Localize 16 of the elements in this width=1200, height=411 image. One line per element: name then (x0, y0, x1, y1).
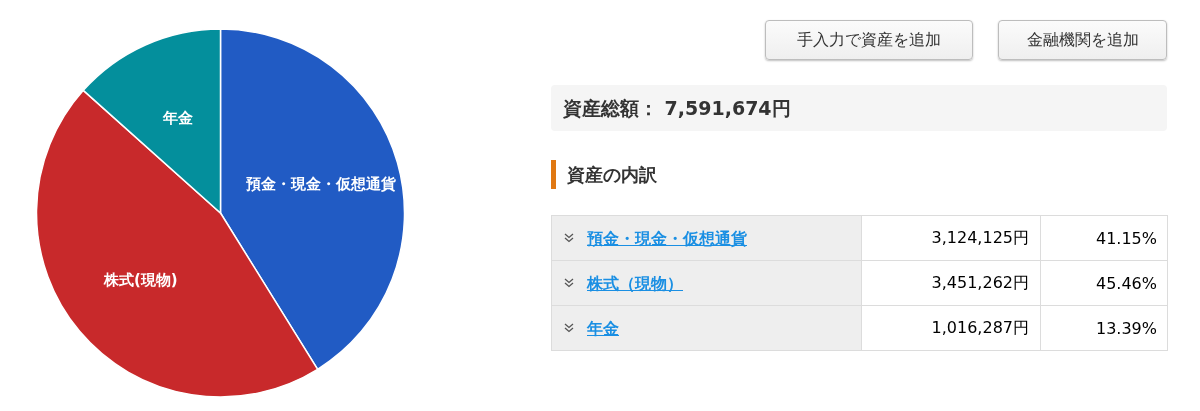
slice-label: 預金・現金・仮想通貨 (244, 175, 396, 194)
text: 3,124,125円 (861, 215, 1041, 261)
text: 預金・現金・仮想通貨 (587, 228, 747, 250)
text: 資産の内訳 (567, 163, 657, 187)
add-institution-button: 金融機関を追加 (998, 20, 1167, 60)
text: 年金 (587, 318, 619, 340)
text: 1,016,287円 (861, 305, 1041, 351)
text: 株式（現物） (587, 273, 683, 295)
text: 41.15% (1040, 215, 1168, 261)
text: 13.39% (1040, 305, 1168, 351)
slice-label: 株式(現物) (103, 270, 178, 289)
slice-label: 年金 (162, 109, 194, 128)
total-panel: 資産総額： 7,591,674円 (551, 85, 1167, 131)
manual-entry-button: 手入力で資産を追加 (765, 20, 973, 60)
text: 3,451,262円 (861, 260, 1041, 306)
text: 45.46% (1040, 260, 1168, 306)
